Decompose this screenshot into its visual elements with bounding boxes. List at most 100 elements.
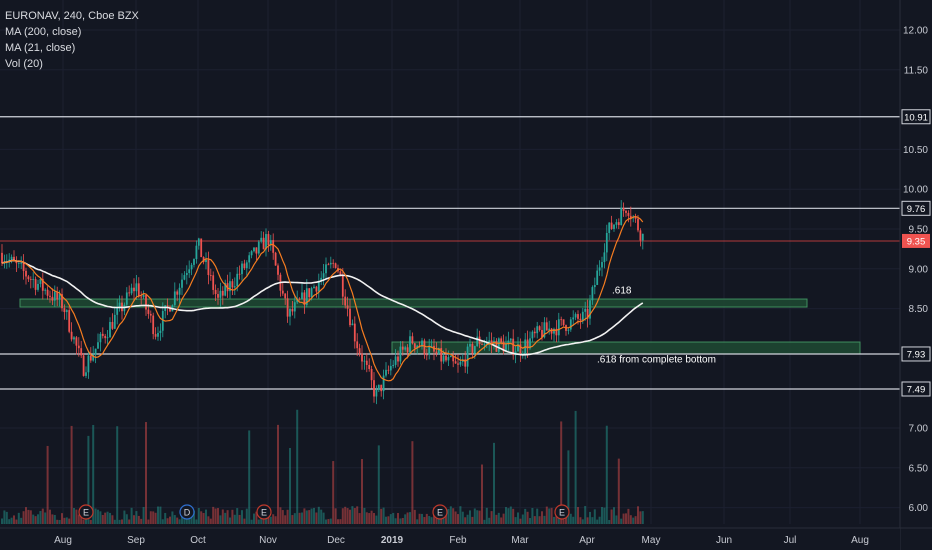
candle-body bbox=[99, 333, 102, 343]
volume-bar bbox=[617, 458, 620, 524]
candle-body bbox=[454, 361, 457, 364]
chart-symbol-title[interactable]: EURONAV, 240, Cboe BZX bbox=[5, 10, 139, 22]
volume-bar bbox=[562, 519, 565, 524]
candle-body bbox=[241, 263, 243, 275]
volume-bar bbox=[142, 507, 145, 524]
volume-bar bbox=[601, 507, 603, 524]
volume-bar bbox=[514, 517, 517, 524]
volume-bar bbox=[555, 515, 558, 524]
candle-body bbox=[536, 326, 539, 334]
candle-body bbox=[173, 291, 176, 306]
candle-body bbox=[322, 273, 325, 278]
price-axis[interactable] bbox=[900, 0, 932, 550]
earnings-marker[interactable] bbox=[554, 504, 570, 520]
candle-body bbox=[13, 256, 15, 261]
volume-bar bbox=[269, 516, 272, 524]
volume-bar bbox=[629, 515, 632, 524]
time-axis[interactable] bbox=[0, 528, 900, 550]
price-tick-label: 8.50 bbox=[909, 304, 929, 315]
volume-bar bbox=[337, 519, 339, 524]
volume-bar bbox=[493, 442, 495, 524]
earnings-marker[interactable] bbox=[432, 504, 448, 520]
volume-bar bbox=[20, 517, 23, 524]
volume-bar bbox=[464, 517, 467, 524]
candle-body bbox=[161, 311, 164, 331]
zone-label-618: .618 bbox=[612, 285, 632, 296]
price-tick-label: 10.00 bbox=[903, 185, 928, 196]
candle-body bbox=[51, 296, 54, 301]
volume-bar bbox=[586, 517, 589, 524]
candle-body bbox=[353, 323, 356, 342]
volume-bar bbox=[365, 512, 368, 524]
candle-body bbox=[231, 281, 234, 288]
volume-bar bbox=[634, 516, 637, 524]
earnings-marker[interactable] bbox=[78, 504, 94, 520]
candle-body bbox=[269, 240, 272, 246]
volume-bar bbox=[320, 509, 323, 524]
volume-bar bbox=[301, 512, 303, 524]
candle-body bbox=[392, 364, 395, 367]
earnings-marker[interactable] bbox=[256, 504, 272, 520]
volume-bar bbox=[310, 508, 313, 524]
candle-body bbox=[248, 255, 251, 263]
volume-bar bbox=[423, 517, 426, 524]
fibonacci-zone[interactable] bbox=[19, 298, 808, 308]
volume-bar bbox=[317, 506, 320, 524]
volume-bar bbox=[608, 519, 611, 524]
volume-bar bbox=[37, 514, 39, 524]
indicator-ma21-label[interactable]: MA (21, close) bbox=[5, 42, 76, 54]
volume-bar bbox=[70, 425, 73, 524]
candle-body bbox=[394, 356, 397, 365]
volume-bar bbox=[272, 514, 275, 524]
candle-body bbox=[116, 307, 119, 315]
volume-bar bbox=[82, 519, 85, 524]
candle-body bbox=[257, 241, 260, 254]
volume-bar bbox=[315, 512, 318, 524]
volume-bar bbox=[190, 514, 193, 524]
volume-bar bbox=[281, 510, 284, 524]
candle-body bbox=[560, 319, 563, 321]
candle-body bbox=[20, 262, 23, 264]
volume-bar bbox=[469, 510, 471, 524]
indicator-volume-label[interactable]: Vol (20) bbox=[5, 58, 43, 70]
candle-body bbox=[111, 321, 114, 329]
candle-body bbox=[293, 302, 296, 312]
candle-body bbox=[591, 287, 594, 301]
candle-body bbox=[137, 283, 140, 297]
volume-bar bbox=[44, 512, 47, 524]
fibonacci-zone[interactable] bbox=[391, 341, 861, 355]
volume-bar bbox=[87, 435, 90, 524]
volume-bar bbox=[543, 515, 546, 524]
dividend-marker[interactable] bbox=[179, 504, 195, 520]
volume-bar bbox=[214, 508, 217, 524]
indicator-ma200-label[interactable]: MA (200, close) bbox=[5, 26, 82, 38]
candle-body bbox=[538, 326, 541, 330]
candle-body bbox=[305, 288, 308, 305]
volume-bar bbox=[75, 509, 78, 524]
volume-bar bbox=[65, 517, 68, 524]
candle-body bbox=[310, 288, 313, 298]
volume-bar bbox=[32, 514, 35, 524]
volume-bar bbox=[358, 513, 361, 524]
volume-bar bbox=[521, 514, 524, 524]
candle-body bbox=[375, 389, 378, 397]
volume-bar bbox=[637, 506, 639, 524]
candle-body bbox=[296, 298, 299, 303]
volume-bar bbox=[327, 519, 330, 524]
candle-body bbox=[502, 341, 505, 352]
candle-body bbox=[601, 262, 603, 268]
volume-bar bbox=[476, 510, 479, 524]
volume-bar bbox=[289, 448, 291, 524]
candle-body bbox=[341, 275, 344, 297]
volume-bar bbox=[188, 518, 191, 524]
candle-body bbox=[617, 222, 620, 226]
candle-body bbox=[80, 348, 83, 356]
candle-body bbox=[236, 273, 239, 287]
volume-bar bbox=[205, 509, 207, 524]
candle-body bbox=[428, 346, 431, 355]
volume-bar bbox=[416, 519, 419, 524]
candle-body bbox=[397, 356, 399, 362]
candle-body bbox=[32, 279, 35, 280]
candle-body bbox=[368, 364, 371, 369]
